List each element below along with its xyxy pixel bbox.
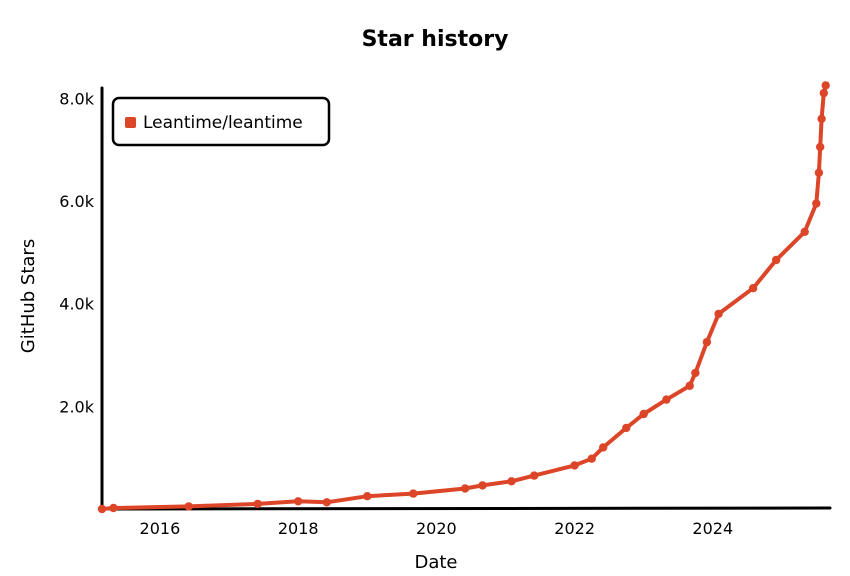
x-tick-label: 2024 bbox=[692, 519, 733, 538]
x-tick-label: 2016 bbox=[140, 519, 181, 538]
x-tick-label: 2018 bbox=[278, 519, 319, 538]
data-point bbox=[530, 471, 539, 480]
data-point bbox=[184, 502, 193, 511]
data-point bbox=[812, 199, 821, 208]
data-point bbox=[460, 484, 470, 493]
y-tick-label: 8.0k bbox=[59, 89, 94, 108]
y-tick-labels: 2.0k 4.0k 6.0k 8.0k bbox=[59, 89, 94, 416]
legend: Leantime/leantime bbox=[111, 96, 331, 147]
data-point bbox=[817, 114, 826, 124]
data-point bbox=[714, 309, 723, 319]
data-point bbox=[821, 81, 830, 90]
legend-swatch bbox=[125, 117, 136, 128]
y-tick-label: 2.0k bbox=[59, 397, 94, 416]
data-point bbox=[639, 409, 648, 419]
x-tick-label: 2022 bbox=[554, 519, 595, 538]
data-point bbox=[409, 489, 418, 498]
y-tick-label: 6.0k bbox=[59, 192, 94, 211]
x-axis bbox=[100, 506, 832, 511]
series-line bbox=[100, 83, 828, 511]
data-point bbox=[816, 142, 825, 152]
data-point bbox=[748, 284, 758, 293]
data-point bbox=[294, 497, 303, 506]
data-point bbox=[702, 337, 712, 347]
legend-box bbox=[111, 96, 331, 147]
data-point bbox=[772, 255, 781, 265]
data-point bbox=[109, 503, 118, 513]
chart-title: Star history bbox=[362, 27, 509, 52]
data-point bbox=[478, 481, 487, 490]
data-point bbox=[685, 381, 694, 390]
data-point bbox=[253, 499, 262, 509]
data-point bbox=[800, 227, 809, 236]
data-point bbox=[507, 477, 516, 486]
x-tick-label: 2020 bbox=[416, 519, 457, 538]
data-point bbox=[691, 368, 700, 378]
y-axis-label: GitHub Stars bbox=[18, 239, 39, 353]
data-point bbox=[599, 443, 608, 452]
data-point bbox=[622, 423, 631, 433]
data-point bbox=[322, 498, 331, 507]
data-point bbox=[814, 168, 824, 177]
data-point bbox=[819, 88, 828, 98]
data-point bbox=[97, 504, 107, 514]
x-axis-label: Date bbox=[414, 552, 457, 573]
series-layer bbox=[97, 81, 830, 514]
data-point bbox=[662, 395, 671, 404]
x-axis-line bbox=[100, 506, 832, 511]
data-point bbox=[570, 461, 579, 470]
data-point bbox=[363, 492, 372, 501]
data-point bbox=[587, 454, 596, 463]
x-tick-labels: 2016 2018 2020 2022 2024 bbox=[140, 519, 734, 538]
legend-label: Leantime/leantime bbox=[143, 113, 303, 133]
y-tick-label: 4.0k bbox=[59, 295, 94, 314]
